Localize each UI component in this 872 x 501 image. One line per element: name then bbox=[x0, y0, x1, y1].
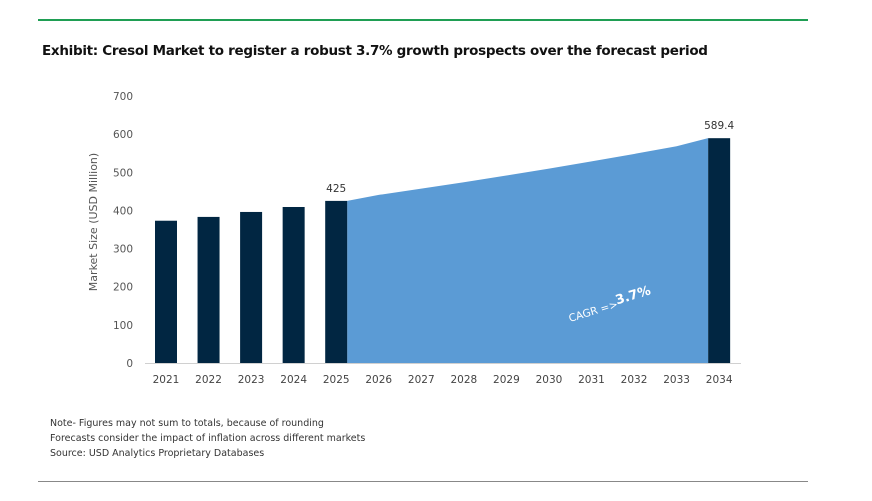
y-tick-label: 100 bbox=[113, 320, 133, 332]
x-tick-label: 2025 bbox=[323, 374, 350, 386]
chart-title: Exhibit: Cresol Market to register a rob… bbox=[42, 43, 708, 59]
x-tick-label: 2023 bbox=[238, 374, 265, 386]
y-tick-label: 300 bbox=[113, 244, 133, 256]
x-tick-label: 2027 bbox=[408, 374, 435, 386]
bar-2024 bbox=[282, 206, 305, 363]
y-tick-label: 200 bbox=[113, 282, 133, 294]
x-tick-label: 2032 bbox=[621, 374, 648, 386]
x-tick-label: 2029 bbox=[493, 374, 520, 386]
y-tick-label: 0 bbox=[126, 358, 133, 370]
x-tick-label: 2022 bbox=[195, 374, 222, 386]
note-rounding: Note- Figures may not sum to totals, bec… bbox=[50, 418, 324, 429]
y-tick-label: 500 bbox=[113, 167, 133, 179]
bar-2025 bbox=[325, 200, 348, 363]
x-tick-label: 2028 bbox=[450, 374, 477, 386]
bar-2022 bbox=[197, 216, 220, 363]
data-label-2034: 589.4 bbox=[704, 120, 734, 132]
y-tick-label: 600 bbox=[113, 129, 133, 141]
bar-2021 bbox=[155, 220, 177, 363]
note-inflation: Forecasts consider the impact of inflati… bbox=[50, 433, 366, 444]
bottom-divider bbox=[38, 481, 808, 482]
data-label-2025: 425 bbox=[326, 183, 346, 195]
bar-2023 bbox=[240, 211, 263, 363]
x-tick-label: 2026 bbox=[365, 374, 392, 386]
bar-2034 bbox=[708, 138, 731, 363]
x-tick-label: 2031 bbox=[578, 374, 605, 386]
notes: Note- Figures may not sum to totals, bec… bbox=[50, 416, 365, 461]
y-axis-label: Market Size (USD Million) bbox=[87, 153, 100, 291]
y-tick-label: 700 bbox=[113, 91, 133, 103]
x-tick-label: 2034 bbox=[706, 374, 733, 386]
note-source: Source: USD Analytics Proprietary Databa… bbox=[50, 448, 265, 459]
x-tick-label: 2033 bbox=[663, 374, 690, 386]
y-tick-label: 400 bbox=[113, 205, 133, 217]
x-tick-label: 2024 bbox=[280, 374, 307, 386]
x-tick-label: 2030 bbox=[536, 374, 563, 386]
x-tick-label: 2021 bbox=[153, 374, 180, 386]
top-divider bbox=[38, 19, 808, 21]
forecast-area bbox=[347, 138, 709, 363]
